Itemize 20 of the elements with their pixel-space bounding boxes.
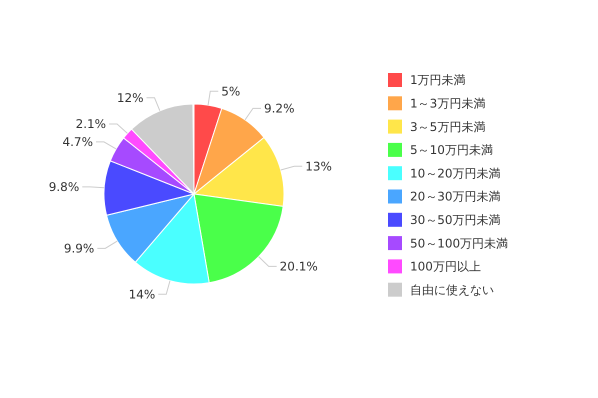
legend-label: 100万円以上 (410, 260, 481, 274)
data-label: 13% (305, 159, 332, 174)
legend-label: 5～10万円未満 (410, 143, 493, 158)
data-label: 14% (128, 287, 156, 302)
legend-label: 30～50万円未満 (410, 213, 501, 227)
data-label: 2.1% (76, 117, 106, 132)
data-label: 5% (221, 84, 240, 98)
legend-label: 50～100万円未満 (410, 236, 508, 250)
legend-label: 3～5万円未満 (410, 120, 486, 134)
legend-label: 1～3万円未満 (410, 96, 486, 110)
legend-label: 10～20万円未満 (410, 166, 501, 180)
data-label: 9.8% (48, 180, 80, 194)
data-label: 20.1% (280, 260, 318, 274)
data-label: 4.7% (62, 135, 93, 150)
legend-label: 自由に使えない (410, 282, 494, 297)
data-label: 9.9% (64, 242, 94, 256)
data-label: 12% (116, 90, 144, 105)
legend-label: 20～30万円未満 (410, 190, 501, 204)
data-label: 9.2% (264, 102, 294, 116)
legend-label: 1万円未満 (410, 73, 466, 88)
